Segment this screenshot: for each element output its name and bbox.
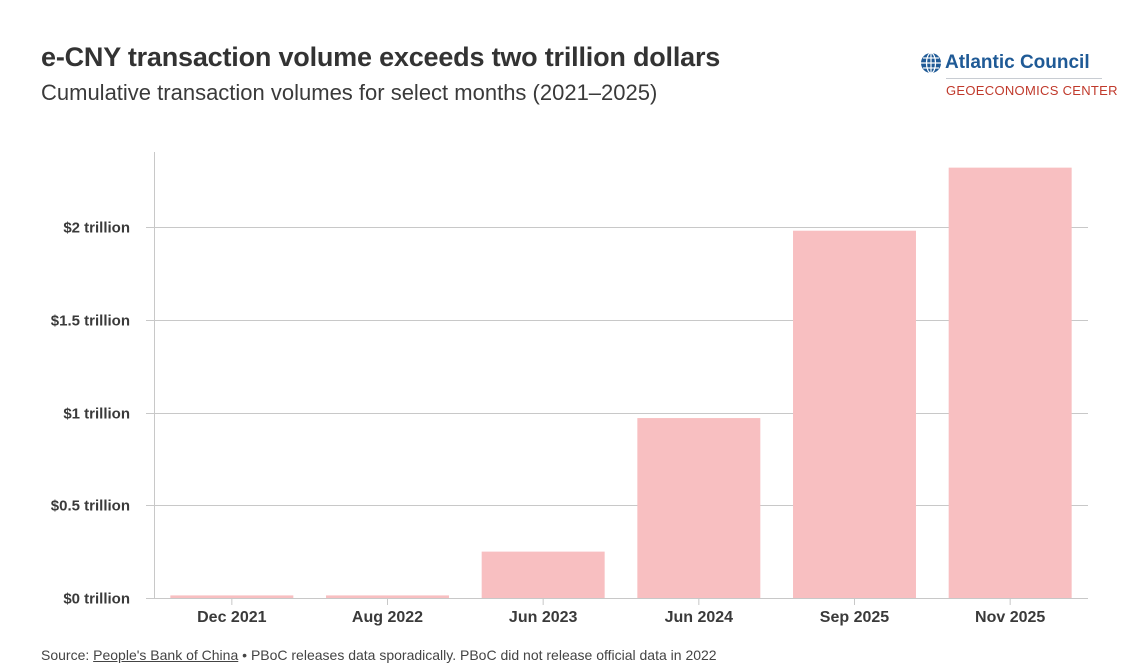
footer-note: PBoC releases data sporadically. PBoC di… bbox=[250, 647, 717, 663]
x-tick-label: Aug 2022 bbox=[352, 609, 423, 626]
y-tick-label: $0 trillion bbox=[63, 591, 130, 608]
source-prefix: Source: bbox=[41, 647, 94, 663]
chart-title: e-CNY transaction volume exceeds two tri… bbox=[41, 42, 721, 72]
bars bbox=[170, 167, 1072, 598]
logo-subtitle: GEOECONOMICS CENTER bbox=[946, 83, 1118, 98]
globe-icon bbox=[921, 52, 941, 74]
bar bbox=[170, 595, 294, 598]
x-tick-label: Dec 2021 bbox=[197, 609, 266, 626]
y-tick-label: $2 trillion bbox=[63, 220, 130, 237]
bar bbox=[637, 418, 761, 598]
bar bbox=[948, 167, 1072, 598]
y-tick-label: $0.5 trillion bbox=[51, 498, 130, 515]
chart-subtitle: Cumulative transaction volumes for selec… bbox=[41, 80, 658, 105]
bar bbox=[326, 595, 449, 598]
logo-divider bbox=[946, 78, 1102, 79]
y-tick-labels: $0 trillion $0.5 trillion $1 trillion $1.5 … bbox=[51, 220, 130, 608]
x-tick-labels: Dec 2021 Aug 2022 Jun 2023 Jun 2024 Sep 2025… bbox=[197, 609, 1045, 626]
y-tick-label: $1 trillion bbox=[63, 406, 130, 423]
footer-separator: • bbox=[238, 647, 251, 663]
x-tick-label: Nov 2025 bbox=[975, 609, 1045, 626]
x-tick-label: Sep 2025 bbox=[820, 609, 889, 626]
gridlines bbox=[146, 227, 1088, 506]
bar bbox=[793, 230, 916, 598]
atlantic-council-logo: Atlantic Council GEOECONOMICS CENTER bbox=[920, 52, 1125, 112]
source-link[interactable]: People's Bank of China bbox=[93, 647, 239, 663]
x-tick-label: Jun 2024 bbox=[665, 609, 734, 626]
bar bbox=[481, 551, 605, 598]
y-tick-label: $1.5 trillion bbox=[51, 313, 130, 330]
axes bbox=[146, 152, 1088, 605]
logo-name: Atlantic Council bbox=[945, 52, 1090, 73]
x-tick-label: Jun 2023 bbox=[509, 609, 578, 626]
footer: Source: People's Bank of China • PBoC re… bbox=[41, 647, 717, 663]
